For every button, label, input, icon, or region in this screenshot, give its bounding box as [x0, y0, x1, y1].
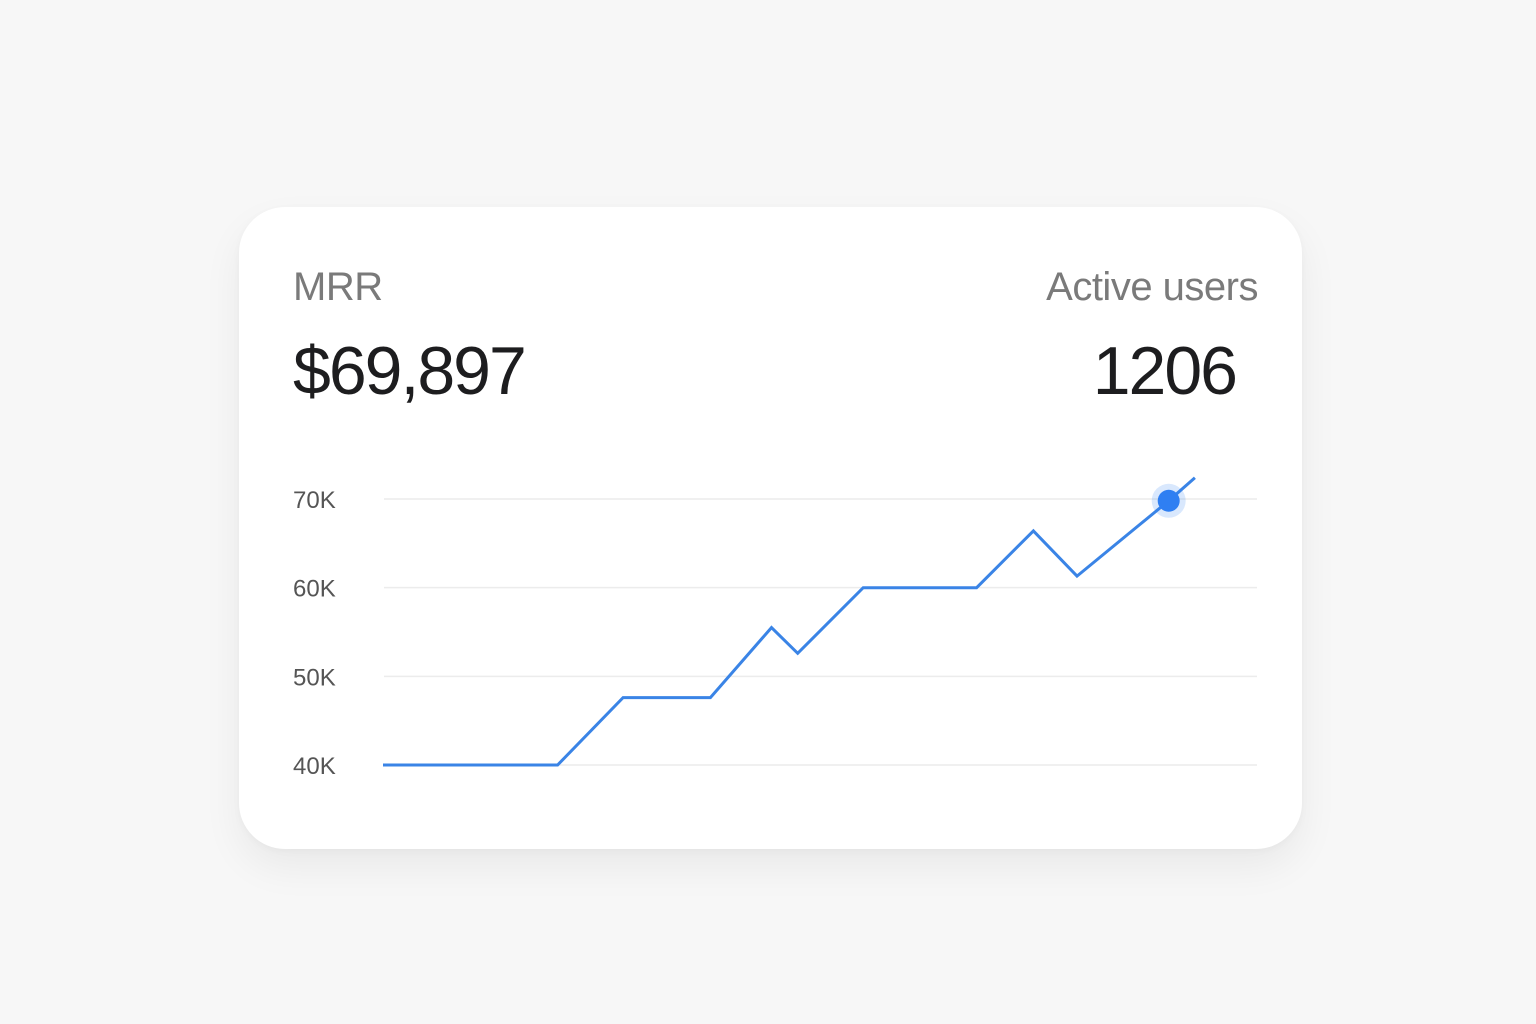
y-axis-ticks: 70K 60K 50K 40K [293, 487, 336, 780]
chart-highlight[interactable] [1151, 483, 1186, 518]
chart-grid [384, 498, 1257, 766]
active-users-label: Active users [1046, 265, 1258, 309]
y-tick-label: 70K [293, 487, 336, 514]
mrr-value: $69,897 [293, 333, 527, 409]
chart-series [383, 476, 1196, 767]
mrr-line-chart: 70K 60K 50K 40K [293, 476, 1257, 780]
y-tick-label: 40K [293, 753, 336, 780]
y-tick-label: 50K [293, 664, 336, 691]
mrr-label: MRR [293, 265, 383, 309]
active-users-value: 1206 [1092, 333, 1238, 409]
mrr-series-line [383, 476, 1196, 767]
highlight-point[interactable] [1157, 489, 1180, 512]
metrics-card: MRR $69,897 Active users 1206 70K 60K 50K 4… [239, 207, 1302, 849]
y-tick-label: 60K [293, 576, 336, 603]
